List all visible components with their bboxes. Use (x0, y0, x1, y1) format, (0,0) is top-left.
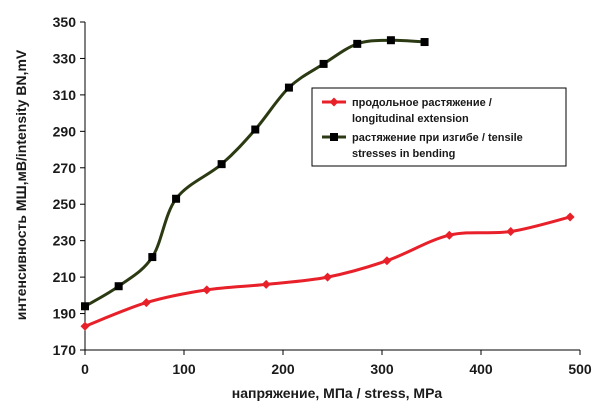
legend: продольное растяжение / longitudinal exte… (311, 87, 567, 167)
y-tick-label: 350 (53, 14, 77, 30)
x-axis-title: напряжение, МПа / stress, MPa (232, 385, 443, 401)
series-1-line (84, 215, 571, 328)
data-point (172, 194, 181, 203)
x-tick-label: 300 (370, 361, 394, 377)
y-tick-label: 290 (53, 123, 77, 139)
x-tick-label: 0 (81, 361, 89, 377)
data-point (284, 83, 293, 92)
data-point (323, 272, 333, 282)
data-point (251, 125, 260, 134)
y-tick-label: 190 (53, 306, 77, 322)
legend-item-1: продольное растяжение / longitudinal exte… (322, 97, 492, 125)
legend-marker (330, 133, 338, 141)
y-axis-title: интенсивность МШ,мВ/intensity BN,mV (13, 49, 29, 320)
data-point (202, 285, 212, 295)
data-point (353, 39, 362, 48)
plot-area (80, 36, 575, 331)
legend-label: растяжение при изгибе / tensile (352, 132, 523, 144)
x-tick-label: 200 (271, 361, 295, 377)
y-tick-label: 230 (53, 233, 77, 249)
y-tick-label: 270 (53, 160, 77, 176)
data-point (506, 227, 516, 237)
legend-label: longitudinal extension (352, 113, 469, 125)
axes (80, 21, 581, 355)
data-point (80, 321, 90, 331)
legend-label: продольное растяжение / (352, 97, 492, 109)
x-tick-label: 500 (568, 361, 592, 377)
data-point (382, 256, 392, 266)
data-point (261, 279, 271, 289)
legend-marker (329, 97, 339, 107)
x-tick-label: 100 (172, 361, 196, 377)
legend-item-2: растяжение при изгибе / tensile stresses … (322, 132, 523, 160)
data-point (81, 302, 89, 311)
data-point (319, 59, 328, 68)
x-tick-label: 400 (469, 361, 493, 377)
data-point (114, 282, 123, 291)
series-1 (80, 212, 575, 331)
legend-label: stresses in bending (352, 148, 455, 160)
y-tick-label: 250 (53, 196, 77, 212)
y-tick-label: 310 (53, 87, 77, 103)
y-tick-label: 170 (53, 342, 77, 358)
data-point (420, 38, 429, 47)
data-point (148, 253, 157, 262)
data-point (141, 298, 151, 308)
data-point (565, 212, 575, 222)
data-point (444, 230, 454, 240)
data-point (386, 36, 395, 45)
legend-box (311, 87, 567, 167)
series-2 (81, 36, 429, 311)
data-point (217, 160, 226, 169)
y-tick-label: 330 (53, 50, 77, 66)
y-tick-label: 210 (53, 269, 77, 285)
tick-labels: 170 190 210 230 250 270 290 310 330 350 0 100 200 300… (53, 14, 592, 377)
